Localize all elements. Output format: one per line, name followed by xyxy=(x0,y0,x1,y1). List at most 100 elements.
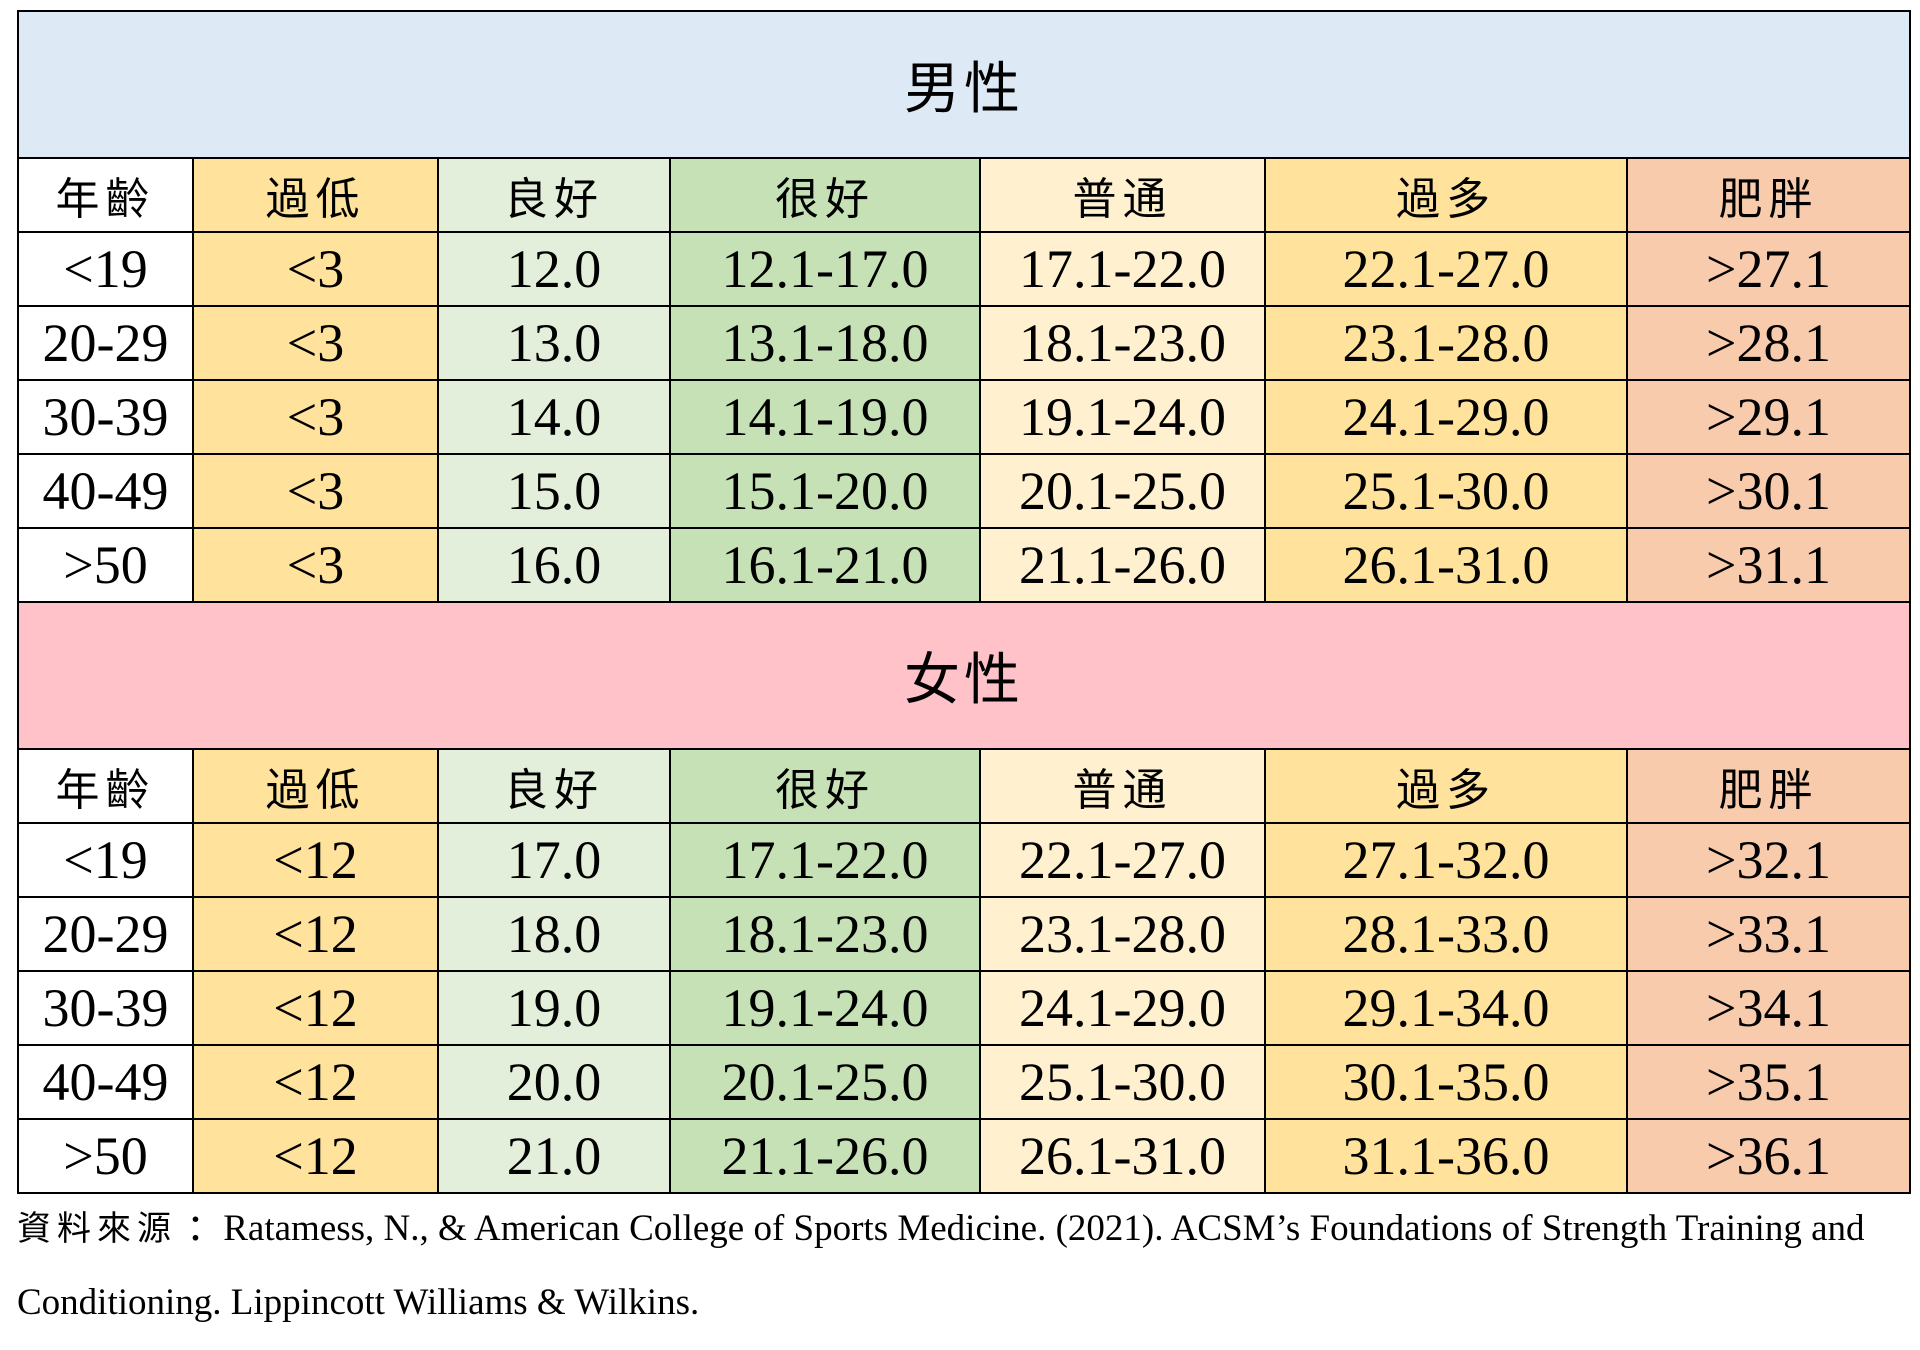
age-cell: <19 xyxy=(17,231,194,307)
table-cell: <3 xyxy=(192,231,439,307)
table-cell: 13.0 xyxy=(437,305,671,381)
column-header: 年齡 xyxy=(17,157,194,233)
table-cell: 25.1-30.0 xyxy=(979,1044,1266,1120)
body-fat-table-container: 男性 年齡 過低 良好 很好 普通 過多 肥胖 <19 <3 12.0 12.1-17.0 17.1-2… xyxy=(16,10,1912,1194)
column-header-row: 年齡 過低 良好 很好 普通 過多 肥胖 xyxy=(17,748,1912,824)
column-header: 過多 xyxy=(1264,748,1628,824)
age-cell: 30-39 xyxy=(17,970,194,1046)
table-cell: 25.1-30.0 xyxy=(1264,453,1628,529)
table-cell: 16.0 xyxy=(437,527,671,603)
table-cell: 20.1-25.0 xyxy=(979,453,1266,529)
table-cell: <3 xyxy=(192,453,439,529)
table-cell: >32.1 xyxy=(1625,822,1912,898)
column-header: 肥胖 xyxy=(1625,157,1912,233)
table-cell: 17.1-22.0 xyxy=(669,822,981,898)
column-header: 很好 xyxy=(669,157,981,233)
table-cell: 20.1-25.0 xyxy=(669,1044,981,1120)
table-cell: 28.1-33.0 xyxy=(1264,896,1628,972)
table-cell: 19.1-24.0 xyxy=(669,970,981,1046)
table-cell: 30.1-35.0 xyxy=(1264,1044,1628,1120)
table-cell: 19.1-24.0 xyxy=(979,379,1266,455)
age-cell: >50 xyxy=(17,527,194,603)
table-cell: 27.1-32.0 xyxy=(1264,822,1628,898)
table-cell: 14.0 xyxy=(437,379,671,455)
table-row: <19 <3 12.0 12.1-17.0 17.1-22.0 22.1-27.0 >27.… xyxy=(17,231,1912,307)
column-header-row: 年齡 過低 良好 很好 普通 過多 肥胖 xyxy=(17,157,1912,233)
table-row: 40-49 <12 20.0 20.1-25.0 25.1-30.0 30.1-35.0 >… xyxy=(17,1044,1912,1120)
table-cell: 14.1-19.0 xyxy=(669,379,981,455)
table-cell: <3 xyxy=(192,379,439,455)
table-cell: 12.1-17.0 xyxy=(669,231,981,307)
table-cell: 26.1-31.0 xyxy=(1264,527,1628,603)
table-cell: 15.1-20.0 xyxy=(669,453,981,529)
table-row: >50 <3 16.0 16.1-21.0 21.1-26.0 26.1-31.0 >31.… xyxy=(17,527,1912,603)
table-cell: 24.1-29.0 xyxy=(1264,379,1628,455)
table-cell: <3 xyxy=(192,527,439,603)
table-cell: 22.1-27.0 xyxy=(979,822,1266,898)
source-label: 資料來源 xyxy=(17,1209,177,1249)
table-cell: 20.0 xyxy=(437,1044,671,1120)
age-cell: 20-29 xyxy=(17,896,194,972)
table-row: <19 <12 17.0 17.1-22.0 22.1-27.0 27.1-32.0 >32… xyxy=(17,822,1912,898)
table-cell: 29.1-34.0 xyxy=(1264,970,1628,1046)
column-header: 很好 xyxy=(669,748,981,824)
column-header: 年齡 xyxy=(17,748,194,824)
table-cell: 31.1-36.0 xyxy=(1264,1118,1628,1194)
age-cell: >50 xyxy=(17,1118,194,1194)
table-cell: >34.1 xyxy=(1625,970,1912,1046)
table-row: 40-49 <3 15.0 15.1-20.0 20.1-25.0 25.1-30.0 >3… xyxy=(17,453,1912,529)
table-cell: 17.1-22.0 xyxy=(979,231,1266,307)
table-cell: 15.0 xyxy=(437,453,671,529)
column-header: 普通 xyxy=(979,748,1266,824)
table-cell: 21.1-26.0 xyxy=(979,527,1266,603)
table-cell: 18.1-23.0 xyxy=(669,896,981,972)
section-header-row: 女性 xyxy=(16,601,1912,750)
table-cell: >31.1 xyxy=(1625,527,1912,603)
table-cell: <12 xyxy=(192,896,439,972)
table-cell: <12 xyxy=(192,970,439,1046)
table-cell: 21.1-26.0 xyxy=(669,1118,981,1194)
column-header: 過低 xyxy=(192,157,439,233)
column-header: 良好 xyxy=(437,157,671,233)
age-cell: 20-29 xyxy=(17,305,194,381)
body-fat-table: 男性 年齡 過低 良好 很好 普通 過多 肥胖 <19 <3 12.0 12.1-17.0 17.1-2… xyxy=(16,10,1912,1194)
table-cell: <3 xyxy=(192,305,439,381)
age-cell: 40-49 xyxy=(17,1044,194,1120)
table-cell: 23.1-28.0 xyxy=(1264,305,1628,381)
table-cell: 23.1-28.0 xyxy=(979,896,1266,972)
table-cell: >35.1 xyxy=(1625,1044,1912,1120)
table-row: 20-29 <3 13.0 13.1-18.0 18.1-23.0 23.1-28.0 >2… xyxy=(17,305,1912,381)
table-cell: 21.0 xyxy=(437,1118,671,1194)
table-cell: >28.1 xyxy=(1625,305,1912,381)
source-citation: 資料來源 ：Ratamess, N., & American College o… xyxy=(17,1192,1897,1340)
table-cell: <12 xyxy=(192,1118,439,1194)
table-cell: 18.0 xyxy=(437,896,671,972)
table-cell: >29.1 xyxy=(1625,379,1912,455)
table-cell: 13.1-18.0 xyxy=(669,305,981,381)
table-cell: 17.0 xyxy=(437,822,671,898)
source-text: ：Ratamess, N., & American College of Spo… xyxy=(17,1208,1865,1323)
column-header: 過低 xyxy=(192,748,439,824)
column-header: 普通 xyxy=(979,157,1266,233)
age-cell: <19 xyxy=(17,822,194,898)
table-cell: 12.0 xyxy=(437,231,671,307)
section-title: 女性 xyxy=(16,601,1912,750)
table-cell: >27.1 xyxy=(1625,231,1912,307)
column-header: 良好 xyxy=(437,748,671,824)
table-cell: 26.1-31.0 xyxy=(979,1118,1266,1194)
column-header: 肥胖 xyxy=(1625,748,1912,824)
table-cell: 16.1-21.0 xyxy=(669,527,981,603)
table-cell: <12 xyxy=(192,1044,439,1120)
table-row: >50 <12 21.0 21.1-26.0 26.1-31.0 31.1-36.0 >36… xyxy=(17,1118,1912,1194)
section-title: 男性 xyxy=(16,10,1912,159)
section-header-row: 男性 xyxy=(16,10,1912,159)
table-body: 男性 年齡 過低 良好 很好 普通 過多 肥胖 <19 <3 12.0 12.1-17.0 17.1-2… xyxy=(16,10,1912,1194)
table-cell: <12 xyxy=(192,822,439,898)
table-row: 20-29 <12 18.0 18.1-23.0 23.1-28.0 28.1-33.0 >… xyxy=(17,896,1912,972)
table-row: 30-39 <3 14.0 14.1-19.0 19.1-24.0 24.1-29.0 >2… xyxy=(17,379,1912,455)
table-cell: >36.1 xyxy=(1625,1118,1912,1194)
table-row: 30-39 <12 19.0 19.1-24.0 24.1-29.0 29.1-34.0 >… xyxy=(17,970,1912,1046)
table-cell: 18.1-23.0 xyxy=(979,305,1266,381)
table-cell: 22.1-27.0 xyxy=(1264,231,1628,307)
table-cell: >33.1 xyxy=(1625,896,1912,972)
